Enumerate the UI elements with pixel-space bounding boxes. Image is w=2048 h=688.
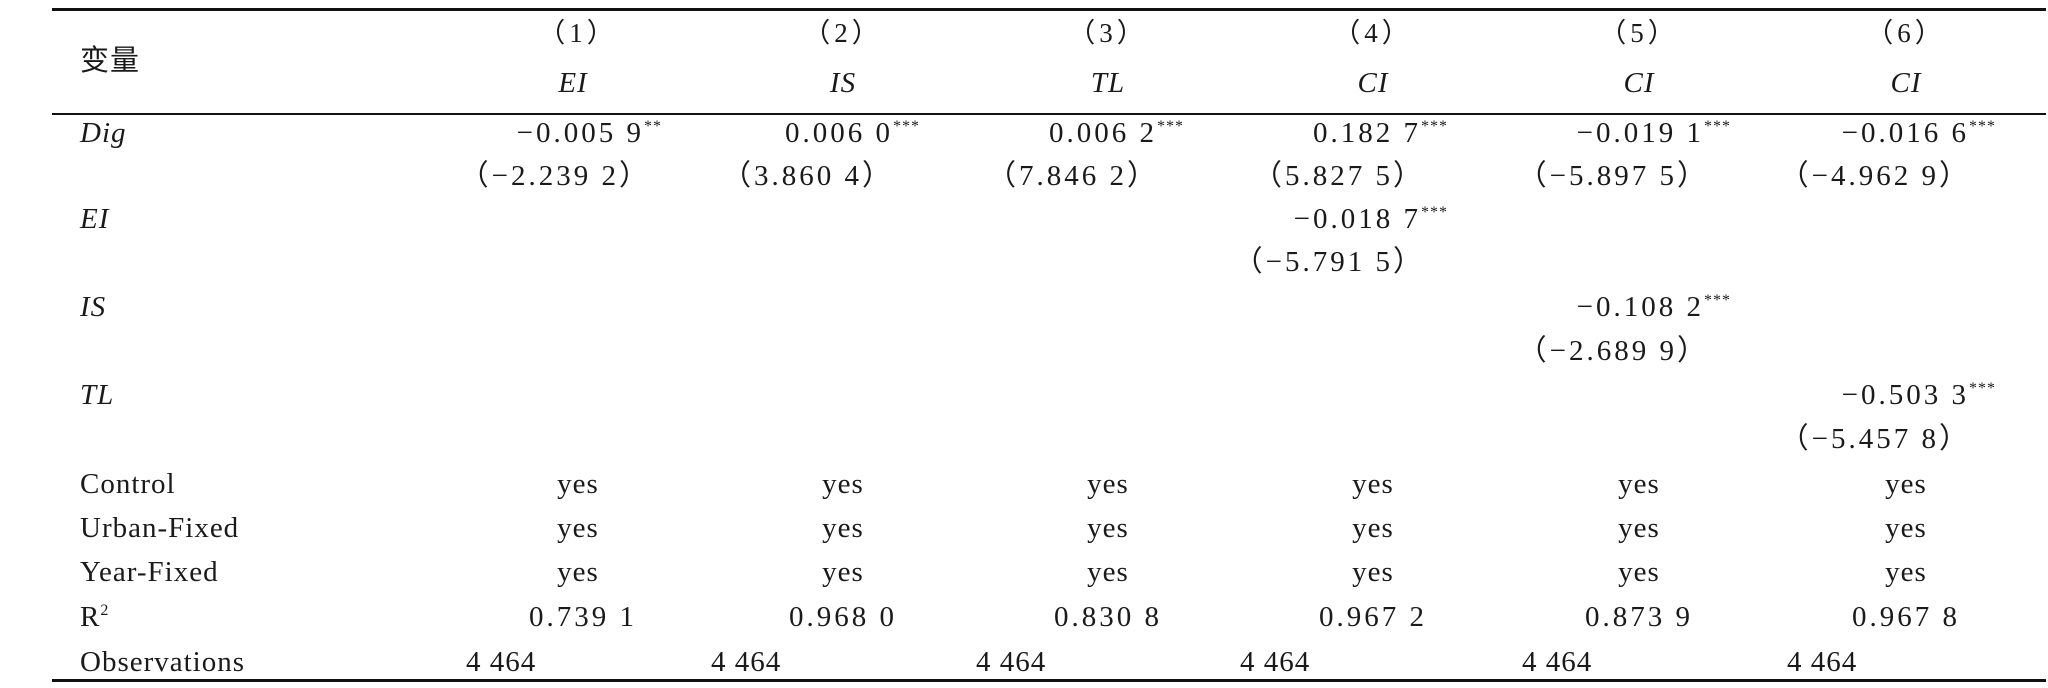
- r-squared-3: 0.830 8: [1054, 601, 1162, 633]
- year-fixed-5: yes: [1618, 556, 1660, 588]
- control-5: yes: [1618, 468, 1660, 500]
- coef-dig-1: −0.005 9**: [516, 117, 662, 149]
- control-4: yes: [1352, 468, 1394, 500]
- tstat-dig-2: （3.860 4）: [721, 160, 894, 192]
- row-label-tl: TL: [80, 379, 115, 411]
- tstat-dig-1: （−2.239 2）: [459, 160, 651, 192]
- tstat-tl-6: （−5.457 8）: [1779, 423, 1971, 455]
- r-squared-4: 0.967 2: [1319, 601, 1427, 633]
- coef-dig-4: 0.182 7***: [1313, 117, 1448, 149]
- column-dependent-1: EI: [558, 67, 588, 99]
- column-number-5: （5）: [1599, 18, 1679, 48]
- urban-fixed-2: yes: [822, 512, 864, 544]
- control-6: yes: [1885, 468, 1927, 500]
- column-number-6: （6）: [1866, 18, 1946, 48]
- header-variable-label: 变量: [80, 45, 141, 77]
- column-dependent-2: IS: [829, 67, 857, 99]
- observations-2: 4 464: [711, 646, 782, 678]
- row-label-year-fixed: Year-Fixed: [80, 556, 219, 588]
- coef-dig-5: −0.019 1***: [1576, 117, 1731, 149]
- tstat-dig-5: （−5.897 5）: [1517, 160, 1709, 192]
- column-dependent-6: CI: [1890, 67, 1922, 99]
- observations-4: 4 464: [1240, 646, 1311, 678]
- coef-dig-3: 0.006 2***: [1049, 117, 1184, 149]
- column-number-4: （4）: [1333, 18, 1413, 48]
- urban-fixed-1: yes: [557, 512, 599, 544]
- row-label-dig: Dig: [80, 117, 127, 149]
- r-squared-5: 0.873 9: [1585, 601, 1693, 633]
- tstat-dig-4: （5.827 5）: [1252, 160, 1425, 192]
- year-fixed-3: yes: [1087, 556, 1129, 588]
- year-fixed-4: yes: [1352, 556, 1394, 588]
- coef-dig-6: −0.016 6***: [1841, 117, 1996, 149]
- tstat-ei-4: （−5.791 5）: [1233, 246, 1425, 278]
- row-label-control: Control: [80, 468, 176, 500]
- urban-fixed-6: yes: [1885, 512, 1927, 544]
- control-2: yes: [822, 468, 864, 500]
- observations-1: 4 464: [466, 646, 537, 678]
- tstat-is-5: （−2.689 9）: [1517, 335, 1709, 367]
- coef-is-5: −0.108 2***: [1576, 291, 1731, 323]
- row-label-r-squared: R2: [80, 601, 110, 633]
- column-number-2: （2）: [803, 18, 883, 48]
- coef-tl-6: −0.503 3***: [1841, 379, 1996, 411]
- row-label-ei: EI: [80, 203, 110, 235]
- control-3: yes: [1087, 468, 1129, 500]
- row-label-observations: Observations: [80, 646, 246, 678]
- tstat-dig-6: （−4.962 9）: [1779, 160, 1971, 192]
- row-label-urban-fixed: Urban-Fixed: [80, 512, 240, 544]
- year-fixed-6: yes: [1885, 556, 1927, 588]
- observations-3: 4 464: [976, 646, 1047, 678]
- year-fixed-1: yes: [557, 556, 599, 588]
- year-fixed-2: yes: [822, 556, 864, 588]
- urban-fixed-5: yes: [1618, 512, 1660, 544]
- column-number-1: （1）: [538, 18, 618, 48]
- tstat-dig-3: （7.846 2）: [986, 160, 1159, 192]
- column-dependent-5: CI: [1623, 67, 1655, 99]
- r-squared-6: 0.967 8: [1852, 601, 1960, 633]
- top-rule: [52, 8, 2046, 11]
- observations-6: 4 464: [1787, 646, 1858, 678]
- control-1: yes: [557, 468, 599, 500]
- bottom-rule: [52, 679, 2046, 682]
- urban-fixed-3: yes: [1087, 512, 1129, 544]
- r-squared-1: 0.739 1: [529, 601, 637, 633]
- observations-5: 4 464: [1522, 646, 1593, 678]
- urban-fixed-4: yes: [1352, 512, 1394, 544]
- row-label-is: IS: [80, 291, 107, 323]
- column-dependent-3: TL: [1090, 67, 1126, 99]
- column-number-3: （3）: [1068, 18, 1148, 48]
- header-rule: [52, 113, 2046, 115]
- coef-dig-2: 0.006 0***: [785, 117, 920, 149]
- coef-ei-4: −0.018 7***: [1293, 203, 1448, 235]
- r-squared-2: 0.968 0: [789, 601, 897, 633]
- column-dependent-4: CI: [1357, 67, 1389, 99]
